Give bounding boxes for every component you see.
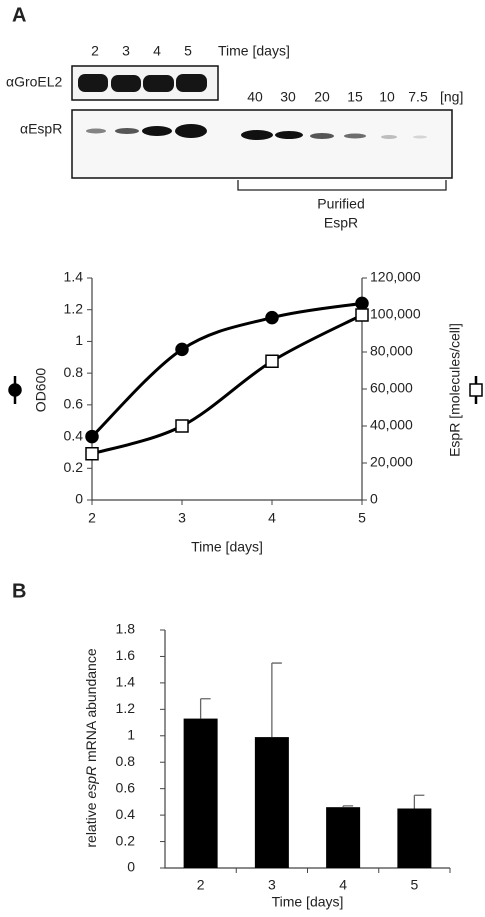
marker	[85, 429, 99, 444]
marker	[355, 308, 369, 322]
y-tick-label: 1	[75, 332, 83, 348]
bar	[326, 807, 361, 868]
panel-label: B	[12, 580, 26, 602]
y-tick-label: 0	[127, 859, 135, 875]
y2-tick-label: 0	[370, 491, 378, 507]
amount-label: 30	[280, 89, 296, 105]
y-tick-label: 0.8	[116, 753, 136, 769]
y-tick-label: 0.6	[64, 396, 84, 412]
lane-label: 5	[184, 43, 192, 59]
lane-label: 3	[122, 43, 130, 59]
y-tick-label: 1.2	[116, 700, 136, 716]
y-tick-label: 0.4	[116, 806, 136, 822]
y2-tick-label: 80,000	[370, 343, 413, 359]
x-tick-label: 3	[178, 510, 186, 526]
series-line	[90, 301, 363, 438]
y-tick-label: 1.4	[116, 674, 136, 690]
marker	[355, 296, 369, 311]
amount-unit: [ng]	[440, 89, 463, 105]
marker	[265, 310, 279, 325]
y-tick-label: 1	[127, 726, 135, 742]
y2-tick-label: 40,000	[370, 417, 413, 433]
bracket-label: Purified	[317, 196, 364, 212]
bracket	[237, 180, 447, 191]
y-tick-label: 1.6	[116, 647, 136, 663]
blot-bands	[78, 74, 207, 92]
amount-label: 40	[247, 89, 263, 105]
lane-label: 4	[153, 43, 161, 59]
x-axis-label: Time [days]	[191, 539, 263, 555]
y-tick-label: 1.8	[116, 621, 136, 637]
blot-bands	[86, 124, 427, 140]
y2-tick-label: 120,000	[370, 269, 421, 285]
marker	[175, 342, 189, 357]
blot-frame	[71, 109, 453, 179]
error-bar	[199, 698, 211, 719]
amount-label: 7.5	[408, 89, 428, 105]
y-tick-label: 0.6	[116, 779, 136, 795]
y-tick-label: 1.2	[64, 300, 84, 316]
x-axis-label: Time [days]	[272, 894, 344, 910]
y-axis-label: OD600	[33, 368, 49, 413]
x-tick-label: 4	[339, 877, 347, 893]
error-bar	[413, 794, 425, 809]
x-tick-label: 2	[88, 510, 96, 526]
amount-label: 10	[379, 89, 395, 105]
lane-label: 2	[91, 43, 99, 59]
legend-marker	[469, 383, 483, 397]
marker	[175, 419, 189, 433]
antibody-label: αGroEL2	[6, 74, 63, 90]
amount-label: 20	[314, 89, 330, 105]
series-line	[91, 313, 363, 456]
y-tick-label: 1.4	[64, 269, 84, 285]
y2-tick-label: 20,000	[370, 454, 413, 470]
marker	[265, 354, 279, 368]
y2-tick-label: 100,000	[370, 306, 421, 322]
y-axis-label-part: mRNA abundance	[83, 648, 99, 766]
x-tick-label: 2	[197, 877, 205, 893]
x-tick-label: 5	[410, 877, 418, 893]
error-bar	[342, 805, 354, 808]
bar	[397, 808, 432, 868]
bar	[183, 718, 218, 868]
y-axis-label-part: relative	[83, 799, 99, 848]
x-tick-label: 4	[268, 510, 276, 526]
error-bar	[271, 662, 282, 738]
y-axis-label-part: espR	[83, 766, 99, 799]
x-tick-label: 5	[358, 510, 366, 526]
antibody-label: αEspR	[20, 121, 62, 137]
marker	[85, 447, 99, 461]
legend-marker	[8, 383, 22, 397]
y2-axis-label: EspR [molecules/cell]	[447, 323, 463, 457]
panel-label: A	[12, 4, 26, 26]
y-tick-label: 0.2	[64, 459, 84, 475]
axis-line	[91, 278, 363, 501]
amount-label: 15	[347, 89, 363, 105]
y-tick-label: 0.4	[64, 427, 84, 443]
y-tick-label: 0	[75, 491, 83, 507]
bracket-label: EspR	[324, 215, 358, 231]
y-tick-label: 0.8	[64, 364, 84, 380]
bar	[254, 737, 289, 868]
y-axis-label: relative espR mRNA abundance	[83, 648, 99, 847]
x-tick-label: 3	[268, 877, 276, 893]
time-label: Time [days]	[218, 43, 290, 59]
y-tick-label: 0.2	[116, 832, 136, 848]
y2-tick-label: 60,000	[370, 380, 413, 396]
